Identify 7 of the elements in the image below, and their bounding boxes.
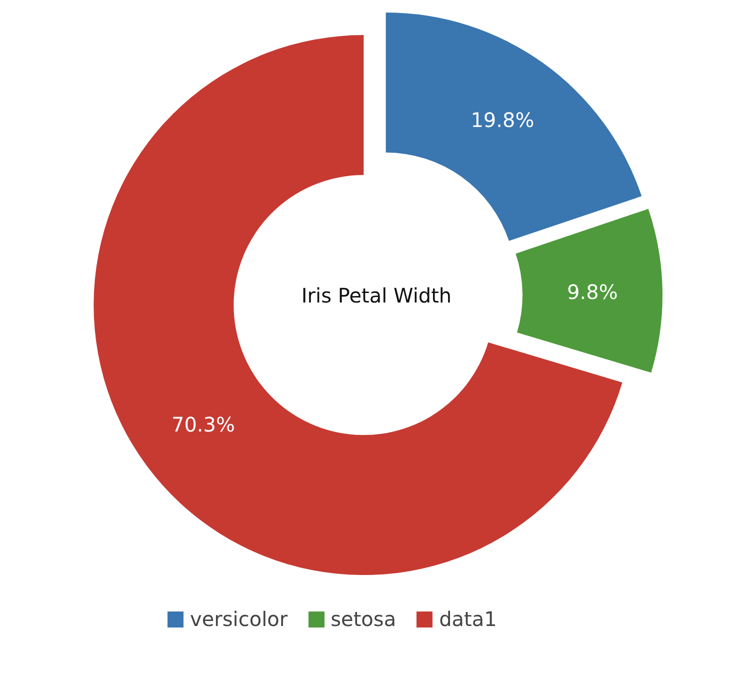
data-label: 19.8% bbox=[470, 108, 534, 132]
text: Iris Petal Width bbox=[301, 284, 452, 308]
legend-label: setosa bbox=[330, 607, 396, 631]
legend-label: data1 bbox=[439, 607, 497, 631]
data-label: 70.3% bbox=[171, 412, 236, 436]
data-label: 9.8% bbox=[567, 280, 618, 304]
legend-label: versicolor bbox=[190, 607, 288, 631]
